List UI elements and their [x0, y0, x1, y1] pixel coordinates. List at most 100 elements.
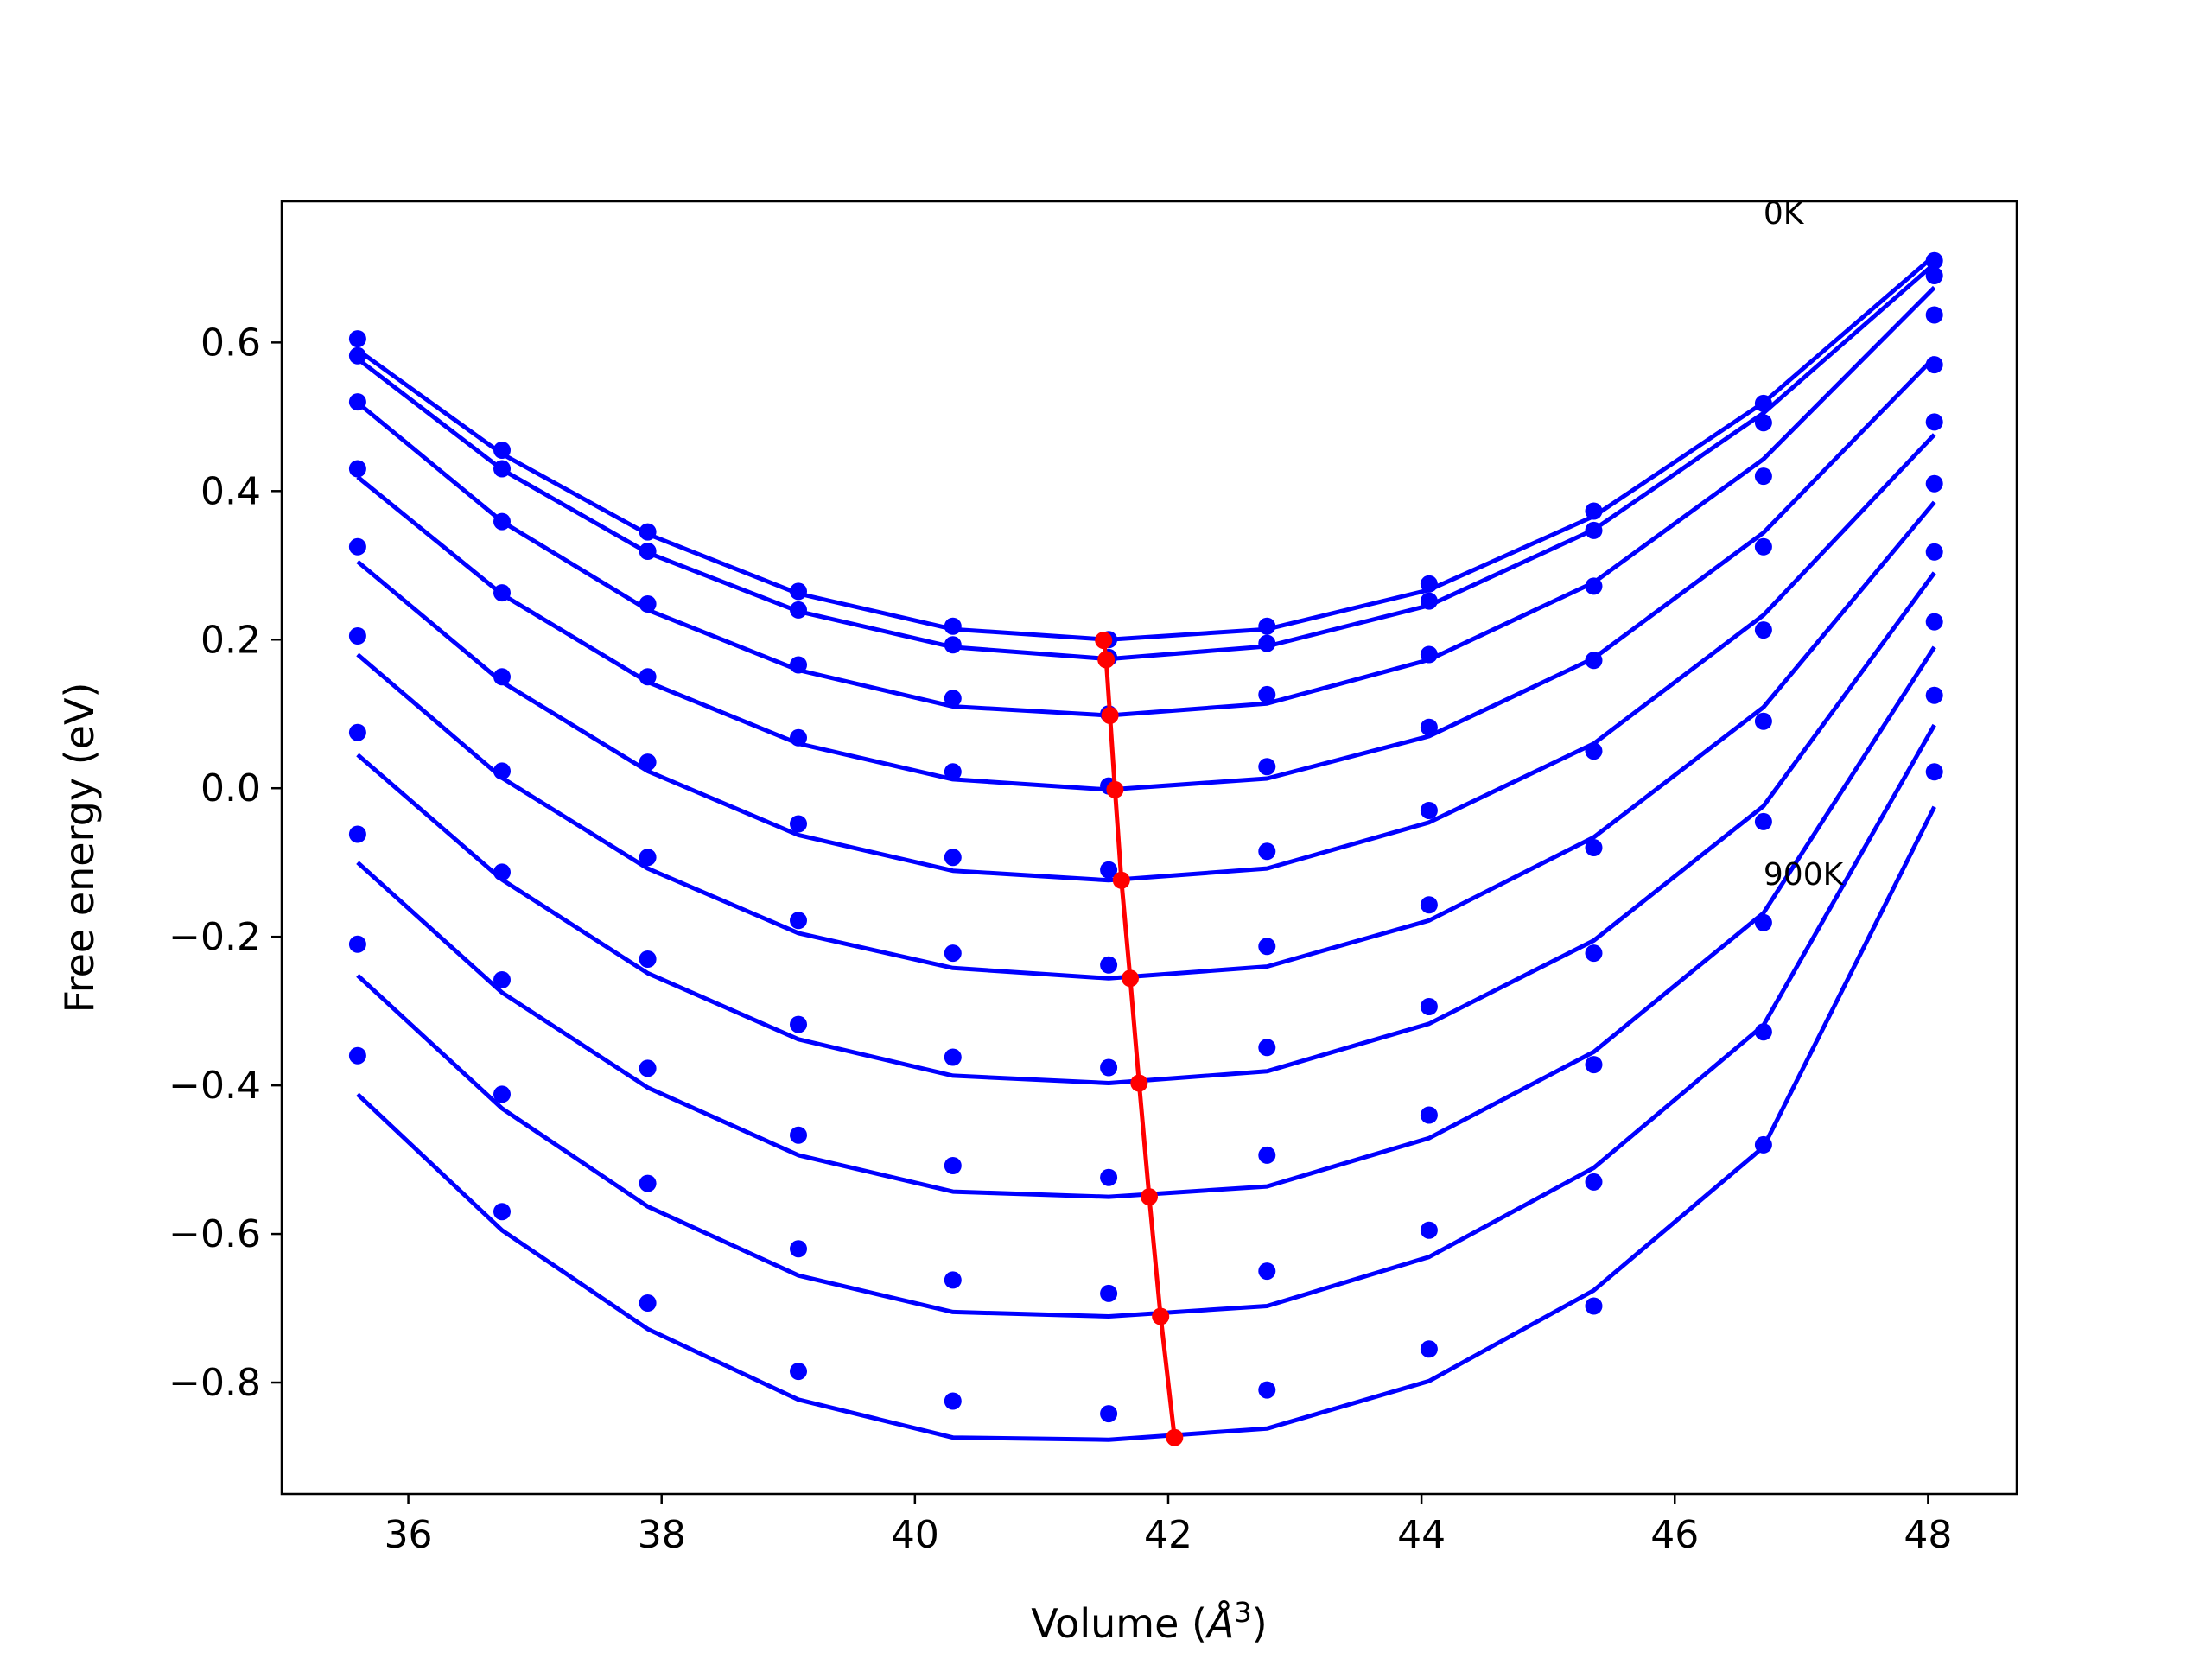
data-point-5-6	[1258, 938, 1276, 956]
data-point-9-7	[1420, 1340, 1438, 1358]
data-point-6-3	[790, 1015, 807, 1033]
data-point-7-9	[1754, 913, 1772, 931]
fit-curve-9	[356, 805, 1936, 1442]
data-point-2-4	[944, 690, 962, 708]
data-point-1-8	[1585, 521, 1603, 539]
minimum-line	[1101, 639, 1177, 1438]
data-point-6-9	[1754, 812, 1772, 830]
fit-curve-8	[356, 723, 1936, 1319]
x-tick-label-40: 40	[891, 1513, 939, 1557]
data-point-2-6	[1258, 685, 1276, 703]
data-point-2-3	[790, 656, 807, 674]
data-point-5-10	[1925, 474, 1943, 493]
data-point-6-5	[1100, 1058, 1118, 1077]
x-axis-label: Volume (Å3)	[1031, 1596, 1267, 1647]
data-point-5-4	[944, 944, 962, 963]
data-point-7-3	[790, 1126, 807, 1144]
data-point-7-10	[1925, 613, 1943, 631]
data-point-3-6	[1258, 758, 1276, 776]
x-tick-label-46: 46	[1650, 1513, 1699, 1557]
minimum-point-6	[1130, 1074, 1148, 1092]
data-point-2-10	[1925, 306, 1943, 324]
data-point-2-2	[639, 595, 657, 613]
data-point-1-10	[1925, 267, 1943, 284]
data-point-7-8	[1585, 1056, 1603, 1074]
data-point-2-9	[1754, 467, 1772, 486]
fit-curve-4	[356, 433, 1936, 883]
data-point-3-9	[1754, 537, 1772, 556]
data-point-8-1	[493, 1085, 511, 1103]
data-point-8-6	[1258, 1262, 1276, 1281]
data-point-6-0	[348, 723, 366, 741]
data-point-3-7	[1420, 718, 1438, 736]
minimum-point-2	[1101, 707, 1119, 724]
data-point-3-3	[790, 728, 807, 747]
y-tick-label-4: 0.0	[200, 766, 261, 810]
data-point-6-7	[1420, 998, 1438, 1015]
data-point-4-5	[1100, 861, 1118, 879]
data-point-4-9	[1754, 621, 1772, 639]
y-tick-label-0: −0.8	[168, 1361, 261, 1405]
data-point-9-9	[1754, 1135, 1772, 1154]
y-tick-label-3: −0.2	[168, 915, 261, 959]
data-point-1-1	[493, 460, 511, 478]
minimum-point-7	[1141, 1188, 1158, 1206]
y-tick-label-7: 0.6	[200, 321, 261, 365]
data-point-5-7	[1420, 896, 1438, 914]
fit-curve-6	[356, 571, 1936, 1085]
data-point-4-6	[1258, 842, 1276, 861]
minimum-point-3	[1106, 780, 1124, 798]
data-point-7-4	[944, 1157, 962, 1174]
data-point-5-8	[1585, 839, 1603, 856]
data-point-7-2	[639, 1059, 657, 1077]
data-point-4-0	[348, 537, 366, 556]
data-point-3-2	[639, 668, 657, 686]
data-point-0-1	[493, 442, 511, 459]
data-point-9-3	[790, 1363, 807, 1381]
data-point-0-3	[790, 582, 807, 601]
data-point-2-0	[348, 393, 366, 411]
data-point-5-3	[790, 912, 807, 930]
data-point-9-8	[1585, 1297, 1603, 1315]
x-tick-label-42: 42	[1144, 1513, 1192, 1557]
data-point-1-2	[639, 543, 657, 560]
y-tick-label-2: −0.4	[168, 1064, 261, 1108]
data-point-9-4	[944, 1392, 962, 1410]
data-point-4-10	[1925, 413, 1943, 431]
minimum-point-1	[1097, 651, 1116, 669]
data-point-8-4	[944, 1271, 962, 1289]
data-point-8-3	[790, 1240, 807, 1258]
plot-frame	[280, 200, 2018, 1496]
data-point-1-7	[1420, 592, 1438, 610]
data-point-9-0	[348, 1046, 366, 1065]
x-tick-label-36: 36	[385, 1513, 433, 1557]
data-point-3-8	[1585, 652, 1603, 670]
data-point-8-0	[348, 935, 366, 953]
data-point-7-5	[1100, 1168, 1118, 1186]
y-tick-label-5: 0.2	[200, 618, 261, 662]
data-point-5-5	[1100, 956, 1118, 974]
x-axis-ticks: 36 38 40 42 44 46 48	[385, 1494, 1952, 1557]
data-point-9-10	[1925, 763, 1943, 781]
data-point-0-6	[1258, 617, 1276, 635]
data-point-7-1	[493, 971, 511, 988]
data-point-6-10	[1925, 543, 1943, 561]
data-point-3-4	[944, 763, 962, 781]
minimum-point-0	[1095, 632, 1113, 650]
data-point-4-2	[639, 753, 657, 772]
data-point-9-1	[493, 1203, 511, 1221]
data-point-6-2	[639, 950, 657, 968]
data-point-7-7	[1420, 1106, 1438, 1124]
y-axis-label: Free energy (eV)	[56, 683, 103, 1014]
x-tick-label-44: 44	[1397, 1513, 1446, 1557]
data-point-0-4	[944, 617, 962, 635]
data-point-5-0	[348, 627, 366, 645]
data-point-1-3	[790, 601, 807, 619]
data-point-6-8	[1585, 944, 1603, 963]
data-point-1-9	[1754, 414, 1772, 432]
annotation-1: 900K	[1764, 857, 1845, 893]
data-point-8-10	[1925, 686, 1943, 704]
data-point-3-1	[493, 584, 511, 602]
